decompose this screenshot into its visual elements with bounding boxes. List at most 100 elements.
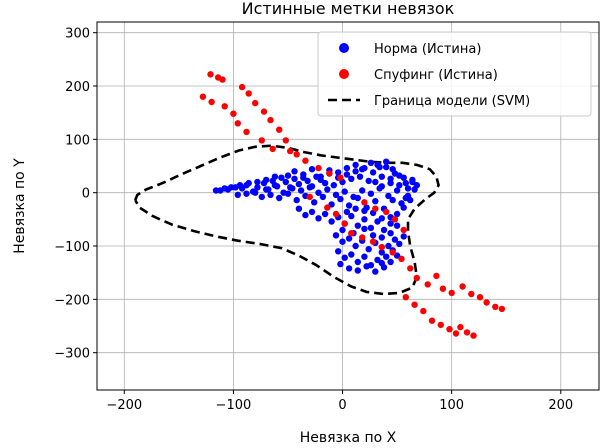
point-normal <box>263 176 270 184</box>
point-normal <box>321 179 329 187</box>
point-normal <box>302 211 309 219</box>
point-normal <box>228 184 235 191</box>
point-normal <box>343 171 351 178</box>
point-spoofing <box>276 126 283 133</box>
point-spoofing <box>359 234 366 241</box>
svm-boundary <box>133 144 440 296</box>
point-normal <box>350 193 357 201</box>
point-spoofing <box>448 289 455 297</box>
point-spoofing <box>389 249 396 256</box>
point-normal <box>354 267 361 274</box>
point-normal <box>348 175 355 182</box>
point-spoofing <box>260 108 268 115</box>
point-normal <box>396 240 403 248</box>
point-spoofing <box>433 272 440 280</box>
point-spoofing <box>457 323 464 331</box>
point-normal <box>308 208 316 216</box>
point-normal <box>361 253 368 260</box>
point-normal <box>236 182 244 189</box>
point-spoofing <box>407 265 414 272</box>
point-spoofing <box>234 120 241 127</box>
point-spoofing <box>306 193 313 201</box>
point-normal <box>372 268 379 275</box>
y-tick-label: 200 <box>65 80 90 95</box>
point-spoofing <box>219 76 226 83</box>
point-spoofing <box>383 208 390 216</box>
point-normal <box>378 173 385 180</box>
point-normal <box>308 166 316 173</box>
point-spoofing <box>398 255 405 262</box>
point-normal <box>295 180 303 188</box>
point-normal <box>369 232 377 239</box>
point-spoofing <box>208 98 215 106</box>
point-normal <box>293 196 300 204</box>
point-normal <box>367 159 375 166</box>
point-spoofing <box>483 299 490 306</box>
point-normal <box>306 184 313 191</box>
point-normal <box>378 215 385 222</box>
point-spoofing <box>348 230 355 237</box>
point-normal <box>391 236 399 243</box>
point-spoofing <box>230 110 237 117</box>
x-axis-label: Невязка по X <box>300 430 397 446</box>
point-spoofing <box>269 145 276 153</box>
point-normal <box>328 218 335 225</box>
point-spoofing <box>287 147 294 155</box>
point-normal <box>337 195 344 203</box>
point-normal <box>352 168 359 175</box>
y-tick-label: 100 <box>65 133 90 148</box>
point-spoofing <box>413 274 420 282</box>
point-spoofing <box>245 90 252 97</box>
point-spoofing <box>492 303 499 310</box>
point-normal <box>258 193 265 201</box>
point-spoofing <box>459 283 466 290</box>
point-normal <box>234 191 241 198</box>
legend: Норма (Истина) Спуфинг (Истина) Граница мо… <box>317 31 592 117</box>
point-normal <box>254 184 261 191</box>
point-normal <box>337 260 344 268</box>
point-normal <box>254 178 261 186</box>
point-spoofing <box>369 238 377 245</box>
point-normal <box>343 164 351 172</box>
point-normal <box>332 191 340 198</box>
legend-box <box>317 31 592 117</box>
point-normal <box>352 161 359 169</box>
point-normal <box>212 187 220 194</box>
point-normal <box>335 169 342 176</box>
x-tick-label: −100 <box>216 398 252 413</box>
point-normal <box>339 238 346 245</box>
point-normal <box>317 173 324 180</box>
point-normal <box>354 222 361 229</box>
point-spoofing <box>452 330 460 337</box>
point-spoofing <box>378 243 385 251</box>
point-spoofing <box>199 93 207 100</box>
y-tick-label: −100 <box>54 240 90 255</box>
legend-spoofing-label: Спуфинг (Истина) <box>374 68 498 83</box>
point-normal <box>383 163 390 171</box>
point-normal <box>387 175 394 182</box>
point-spoofing <box>324 204 331 211</box>
point-normal <box>267 191 274 198</box>
legend-spoofing-marker <box>339 69 349 79</box>
x-tick-label: −200 <box>106 398 142 413</box>
point-spoofing <box>391 216 399 223</box>
legend-boundary-label: Граница модели (SVM) <box>374 94 530 109</box>
point-spoofing <box>470 332 477 339</box>
point-normal <box>271 173 279 180</box>
y-tick-label: −300 <box>54 347 90 362</box>
point-normal <box>393 187 401 194</box>
point-normal <box>378 259 385 267</box>
point-normal <box>315 215 322 222</box>
point-normal <box>311 199 318 206</box>
point-normal <box>372 178 379 186</box>
point-normal <box>389 196 396 204</box>
point-spoofing <box>402 294 409 301</box>
point-normal <box>324 186 331 193</box>
point-normal <box>348 251 355 258</box>
svm-boundary-line <box>133 144 440 296</box>
point-normal <box>407 196 414 204</box>
point-normal <box>345 202 353 209</box>
point-spoofing <box>420 307 427 315</box>
